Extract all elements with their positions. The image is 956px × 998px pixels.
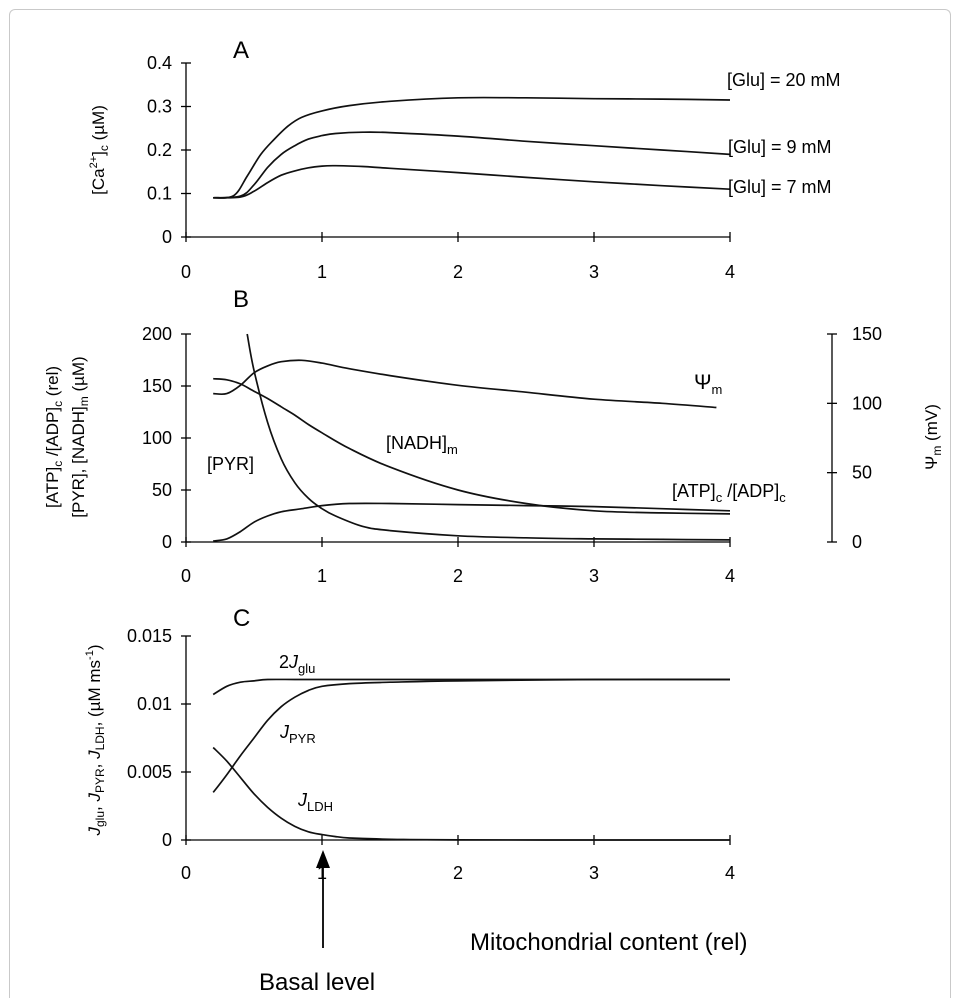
y-tick-label: 50 bbox=[152, 480, 172, 500]
series-glu-9-mm-line bbox=[213, 131, 731, 199]
label-2jglu: 2Jglu bbox=[279, 652, 315, 676]
x-tick-label: 0 bbox=[181, 863, 191, 883]
series-glu-20-mm-line bbox=[213, 96, 731, 199]
series-atp-c-adp-c-line bbox=[213, 502, 731, 542]
series-2jglu-line bbox=[212, 678, 730, 696]
panel-c-letter: C bbox=[233, 605, 250, 632]
panel-a: A 0 0.1 0.2 0.3 0.4 0 1 2 3 4 [Glu] = 20 mM [Glu]… bbox=[88, 37, 841, 282]
y-tick-label: 0.015 bbox=[127, 626, 172, 646]
y-tick-label: 0.4 bbox=[147, 53, 172, 73]
y2-tick-label: 0 bbox=[852, 532, 862, 552]
basal-arrow bbox=[316, 850, 330, 948]
label-glu-9: [Glu] = 9 mM bbox=[728, 137, 832, 157]
label-jpyr: JPYR bbox=[279, 722, 316, 746]
x-tick-label: 2 bbox=[453, 566, 463, 586]
panel-b-ylabel-line2: [PYR], [NADH]m (µM) bbox=[69, 356, 91, 517]
panel-c-axes: 0 0.005 0.01 0.015 0 1 2 3 4 bbox=[127, 626, 735, 883]
y-tick-label: 0 bbox=[162, 227, 172, 247]
series-glu-7-mm-line bbox=[213, 164, 731, 199]
label-jldh: JLDH bbox=[297, 790, 333, 814]
x-tick-label: 0 bbox=[181, 566, 191, 586]
panel-b-letter: B bbox=[233, 286, 249, 313]
panel-c-curves bbox=[212, 678, 731, 841]
label-glu-20: [Glu] = 20 mM bbox=[727, 70, 841, 90]
x-axis-title: Mitochondrial content (rel) bbox=[470, 929, 747, 956]
y-tick-label: 150 bbox=[142, 376, 172, 396]
x-tick-label: 3 bbox=[589, 262, 599, 282]
y-tick-label: 0 bbox=[162, 532, 172, 552]
y2-tick-label: 100 bbox=[852, 393, 882, 413]
series-jpyr-line bbox=[212, 678, 731, 793]
panel-a-ylabel: [Ca2+]c (µM) bbox=[88, 105, 111, 195]
panel-b-ylabel-line1: [ATP]c /[ADP]c (rel) bbox=[43, 366, 65, 508]
panel-b-y2label: Ψm (mV) bbox=[922, 404, 944, 470]
label-atp-adp: [ATP]c /[ADP]c bbox=[672, 481, 786, 505]
x-tick-label: 2 bbox=[453, 863, 463, 883]
label-nadh-m: [NADH]m bbox=[386, 433, 458, 457]
panel-a-letter: A bbox=[233, 37, 249, 64]
series-jldh-line bbox=[212, 746, 730, 841]
y-tick-label: 0.2 bbox=[147, 140, 172, 160]
y-tick-label: 0.01 bbox=[137, 694, 172, 714]
panel-b-curves bbox=[213, 333, 731, 542]
x-tick-label: 4 bbox=[725, 863, 735, 883]
series-m-line bbox=[213, 359, 717, 409]
basal-arrow-head bbox=[316, 850, 330, 868]
x-tick-label: 0 bbox=[181, 262, 191, 282]
y-tick-label: 0.005 bbox=[127, 762, 172, 782]
x-tick-label: 4 bbox=[725, 262, 735, 282]
panel-a-curves bbox=[213, 96, 731, 199]
label-psi-m: Ψm bbox=[694, 371, 722, 397]
series-pyr-line bbox=[246, 333, 731, 541]
x-tick-label: 2 bbox=[453, 262, 463, 282]
x-tick-label: 1 bbox=[317, 863, 327, 883]
x-tick-label: 3 bbox=[589, 566, 599, 586]
y2-tick-label: 150 bbox=[852, 324, 882, 344]
y-tick-label: 100 bbox=[142, 428, 172, 448]
basal-level-label: Basal level bbox=[259, 969, 375, 996]
panel-a-axes: 0 0.1 0.2 0.3 0.4 0 1 2 3 4 bbox=[147, 53, 735, 282]
y-tick-label: 0 bbox=[162, 830, 172, 850]
y-tick-label: 200 bbox=[142, 324, 172, 344]
series-nadh-m-line bbox=[213, 377, 731, 515]
panel-b-axes: 0 50 100 150 200 0 1 2 3 4 0 50 100 150 bbox=[142, 324, 882, 586]
y2-tick-label: 50 bbox=[852, 463, 872, 483]
y-tick-label: 0.3 bbox=[147, 97, 172, 117]
y-tick-label: 0.1 bbox=[147, 184, 172, 204]
panel-c: C 0 0.005 0.01 0.015 0 1 2 3 4 2Jglu JPYR JLDH J… bbox=[84, 605, 735, 883]
x-tick-label: 3 bbox=[589, 863, 599, 883]
label-glu-7: [Glu] = 7 mM bbox=[728, 177, 832, 197]
x-tick-label: 1 bbox=[317, 566, 327, 586]
x-tick-label: 1 bbox=[317, 262, 327, 282]
label-pyr: [PYR] bbox=[207, 454, 254, 474]
panel-c-ylabel: Jglu, JPYR, JLDH, (µM ms-1) bbox=[84, 644, 107, 836]
figure-frame bbox=[9, 9, 951, 998]
x-tick-label: 4 bbox=[725, 566, 735, 586]
